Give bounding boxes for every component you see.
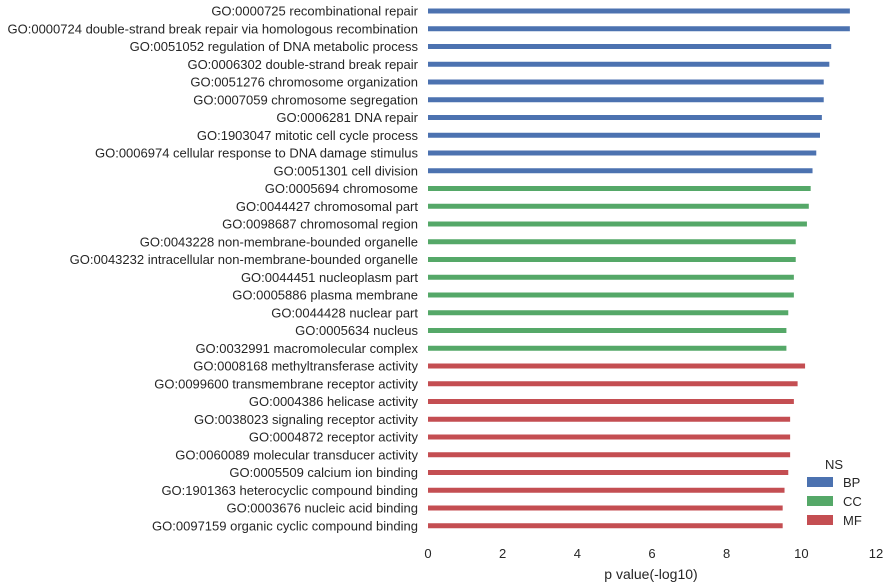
bar	[428, 274, 794, 280]
legend-label: CC	[843, 494, 862, 509]
legend: NS BP CC MF	[807, 457, 862, 528]
category-label: GO:0005694 chromosome	[265, 181, 418, 196]
legend-label: BP	[843, 475, 860, 490]
category-label: GO:1901363 heterocyclic compound binding	[161, 483, 418, 498]
bar	[428, 221, 807, 227]
bar	[428, 8, 850, 14]
x-tick-label: 8	[723, 546, 730, 561]
category-label: GO:0098687 chromosomal region	[222, 217, 418, 232]
x-tick-label: 4	[574, 546, 581, 561]
category-label: GO:0032991 macromolecular complex	[195, 341, 418, 356]
category-labels: GO:0000725 recombinational repair GO:0000…	[8, 4, 419, 534]
bar	[428, 79, 824, 85]
category-label: GO:0005886 plasma membrane	[232, 288, 418, 303]
x-tick-label: 10	[794, 546, 808, 561]
bar	[428, 345, 787, 351]
bar	[428, 328, 787, 333]
bar	[428, 363, 806, 369]
bar	[428, 310, 789, 316]
bar	[428, 416, 791, 422]
category-label: GO:0099600 transmembrane receptor activi…	[154, 376, 418, 391]
category-label: GO:0006281 DNA repair	[276, 110, 418, 125]
category-label: GO:0044428 nuclear part	[271, 305, 418, 320]
bar	[428, 115, 822, 120]
bar	[428, 505, 783, 511]
bar	[428, 399, 794, 404]
bar	[428, 61, 830, 67]
category-label: GO:0043232 intracellular non-membrane-bo…	[70, 252, 418, 267]
bar	[428, 239, 796, 245]
bar	[428, 97, 824, 103]
category-label: GO:0008168 methyltransferase activity	[193, 359, 418, 374]
category-label: GO:0043228 non-membrane-bounded organell…	[140, 234, 418, 249]
bars-layer	[428, 8, 850, 529]
bar	[428, 186, 811, 191]
bar	[428, 132, 820, 138]
bar	[428, 168, 813, 174]
bar	[428, 434, 791, 440]
bar	[428, 26, 850, 32]
x-axis-title: p value(-log10)	[604, 566, 697, 582]
bar	[428, 203, 809, 209]
category-label: GO:0051052 regulation of DNA metabolic p…	[130, 39, 419, 54]
category-label: GO:0005509 calcium ion binding	[229, 465, 418, 480]
category-label: GO:0051301 cell division	[273, 163, 418, 178]
legend-swatch	[807, 515, 833, 525]
category-label: GO:0007059 chromosome segregation	[193, 92, 418, 107]
bar	[428, 452, 791, 458]
category-label: GO:0044451 nucleoplasm part	[241, 270, 418, 285]
category-label: GO:0003676 nucleic acid binding	[226, 501, 418, 516]
legend-swatch	[807, 496, 833, 506]
bar	[428, 381, 798, 387]
x-tick-label: 0	[424, 546, 431, 561]
category-label: GO:0006974 cellular response to DNA dama…	[95, 146, 419, 161]
bar	[428, 257, 796, 262]
x-tick-label: 2	[499, 546, 506, 561]
category-label: GO:0006302 double-strand break repair	[187, 57, 418, 72]
category-label: GO:0051276 chromosome organization	[190, 75, 418, 90]
bar	[428, 523, 783, 529]
legend-label: MF	[843, 513, 862, 528]
x-tick-label: 6	[648, 546, 655, 561]
bar	[428, 292, 794, 298]
x-tick-labels: 0 2 4 6 8 10 12	[424, 546, 883, 561]
category-label: GO:0000725 recombinational repair	[211, 4, 418, 19]
category-label: GO:0004872 receptor activity	[249, 430, 419, 445]
category-label: GO:1903047 mitotic cell cycle process	[197, 128, 419, 143]
bar	[428, 150, 817, 156]
x-tick-label: 12	[869, 546, 883, 561]
bar	[428, 470, 789, 475]
category-label: GO:0060089 molecular transducer activity	[175, 447, 418, 462]
category-label: GO:0097159 organic cyclic compound bindi…	[152, 518, 418, 533]
bar	[428, 487, 785, 493]
category-label: GO:0044427 chromosomal part	[236, 199, 418, 214]
category-label: GO:0005634 nucleus	[295, 323, 418, 338]
legend-swatch	[807, 477, 833, 487]
category-label: GO:0038023 signaling receptor activity	[194, 412, 419, 427]
category-label: GO:0000724 double-strand break repair vi…	[8, 21, 418, 36]
legend-title: NS	[825, 457, 843, 472]
bar	[428, 44, 832, 49]
category-label: GO:0004386 helicase activity	[249, 394, 419, 409]
